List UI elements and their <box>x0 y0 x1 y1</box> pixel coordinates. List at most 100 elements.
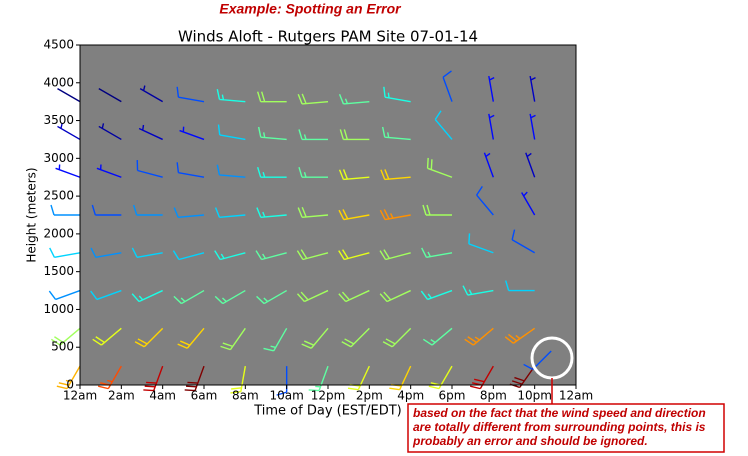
wind-barb <box>476 185 494 216</box>
wind-barb <box>297 93 329 105</box>
y-tick-label: 4500 <box>43 38 74 52</box>
wind-barb <box>421 247 453 258</box>
x-tick-label: 12am <box>559 389 593 403</box>
wind-barb <box>176 86 205 103</box>
wind-barb <box>184 365 205 392</box>
wind-barb <box>523 350 552 371</box>
wind-barb <box>488 75 495 102</box>
wind-barb <box>308 365 329 392</box>
wind-barb <box>56 365 81 390</box>
wind-barb <box>214 250 246 261</box>
wind-barb <box>256 167 287 178</box>
wind-barb <box>298 167 328 178</box>
wind-barb <box>98 365 122 390</box>
wind-barb <box>339 129 370 141</box>
wind-barb <box>92 327 122 346</box>
wind-barb <box>379 249 411 261</box>
wind-barb <box>132 204 163 216</box>
wind-barb <box>91 204 122 216</box>
wind-barb <box>256 91 287 103</box>
heading: Example: Spotting an Error <box>219 1 402 17</box>
x-tick-label: 2pm <box>356 389 383 403</box>
wind-barb <box>214 207 246 218</box>
wind-barb <box>422 204 452 216</box>
y-tick-label: 2500 <box>43 189 74 203</box>
y-tick-label: 1500 <box>43 264 74 278</box>
barbs <box>48 70 552 396</box>
wind-barb <box>48 289 81 301</box>
wind-barb <box>214 289 246 305</box>
annotation-line: probably an error and should be ignored. <box>412 434 648 448</box>
wind-barb <box>138 124 163 141</box>
x-tick-label: 4am <box>149 389 176 403</box>
wind-barb <box>529 113 536 140</box>
wind-barb <box>521 191 536 216</box>
wind-barb <box>434 110 453 140</box>
x-tick-label: 4pm <box>397 389 424 403</box>
wind-barb <box>420 289 453 301</box>
x-tick-label: 10am <box>270 389 304 403</box>
wind-barb <box>483 152 494 178</box>
x-axis-label: Time of Day (EST/EDT) <box>253 404 402 419</box>
wind-barb <box>511 229 536 254</box>
wind-barb <box>504 280 535 292</box>
x-tick-label: 8am <box>232 389 259 403</box>
annotation-line: are totally different from surrounding p… <box>413 420 706 434</box>
wind-barb <box>338 169 370 181</box>
x-tick-label: 12am <box>63 389 97 403</box>
wind-barb <box>55 164 81 178</box>
wind-barb <box>338 209 370 221</box>
chart-title: Winds Aloft - Rutgers PAM Site 07-01-14 <box>178 28 478 46</box>
wind-barb <box>98 88 122 103</box>
wind-barb <box>379 289 411 303</box>
wind-barb <box>256 207 287 218</box>
wind-barb <box>90 247 122 258</box>
wind-barb <box>255 250 287 261</box>
x-tick-label: 8pm <box>480 389 507 403</box>
wind-barb <box>338 289 370 303</box>
x-tick-label: 10pm <box>517 389 552 403</box>
wind-barb <box>298 129 328 141</box>
wind-barb <box>468 233 494 254</box>
x-tick-label: 6am <box>191 389 218 403</box>
x-tick-label: 12pm <box>311 389 346 403</box>
wind-barb <box>301 327 329 349</box>
wind-barb <box>488 113 495 140</box>
y-tick-label: 1000 <box>43 302 74 316</box>
wind-barb <box>381 126 411 141</box>
wind-barb <box>134 327 164 348</box>
wind-barb <box>341 327 370 348</box>
wind-barb <box>426 157 453 178</box>
wind-barb <box>380 169 411 181</box>
wind-barb <box>462 285 494 296</box>
wind-barb <box>57 88 81 103</box>
y-tick-label: 0 <box>66 378 74 392</box>
wind-barb <box>98 123 122 141</box>
wind-barb <box>464 327 494 346</box>
wind-barb <box>382 327 412 348</box>
annotation-box <box>407 403 725 453</box>
wind-barb <box>525 152 536 178</box>
wind-barb <box>173 207 205 218</box>
wind-barb <box>422 327 453 346</box>
wind-barb <box>57 123 81 141</box>
y-axis-label: Height (meters) <box>25 167 39 262</box>
wind-barb <box>257 126 287 141</box>
wind-barb <box>90 289 122 301</box>
y-tick-label: 3500 <box>43 113 74 127</box>
annotation-line: based on the fact that the wind speed an… <box>413 406 706 420</box>
wind-barb <box>256 289 288 305</box>
wind-barb <box>509 365 536 389</box>
wind-barb <box>470 365 494 390</box>
wind-barb <box>131 289 163 303</box>
wind-barb <box>297 206 329 218</box>
wind-barb <box>296 289 329 303</box>
x-tick-label: 2am <box>108 389 135 403</box>
wind-barb <box>96 164 122 178</box>
wind-barb <box>176 162 205 178</box>
wind-barb <box>131 247 163 258</box>
x-tick-label: 6pm <box>439 389 466 403</box>
wind-barb <box>504 327 536 344</box>
wind-barb <box>217 124 246 141</box>
